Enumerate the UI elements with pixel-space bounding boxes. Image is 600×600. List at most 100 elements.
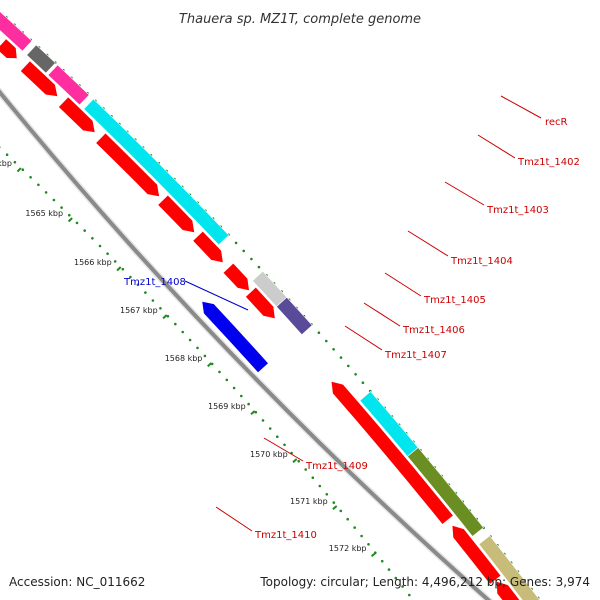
backbone-line: [0, 89, 492, 600]
gene-feature: [26, 44, 56, 74]
tick-dot: [203, 354, 207, 358]
gene-label: Tmz1t_1402: [517, 157, 580, 168]
tick-dot: [317, 331, 321, 335]
tick-dot: [387, 568, 391, 571]
tick-dot: [242, 249, 245, 253]
tick-dot: [247, 402, 250, 406]
tick-major: [250, 410, 256, 416]
tick-dot: [129, 275, 132, 279]
tick-dot: [13, 160, 17, 164]
tick-dot: [408, 593, 411, 597]
tick-major: [67, 217, 73, 223]
tick-dot: [325, 339, 328, 343]
tick-dot: [225, 378, 229, 382]
tick-dot: [297, 459, 301, 463]
tick-dot: [232, 386, 236, 390]
genome-backbone: [0, 86, 494, 600]
tick-dot: [354, 373, 357, 376]
tick-major: [162, 314, 168, 320]
tick-major: [292, 458, 298, 464]
cds-feature: [0, 38, 18, 59]
tick-dot: [325, 493, 329, 496]
gene-label: Tmz1t_1410: [254, 530, 317, 541]
tick-label: 1572 kbp: [329, 544, 367, 553]
tick-dot: [188, 338, 192, 342]
tick-dot: [346, 517, 350, 521]
tick-dot: [311, 476, 315, 480]
gene-feature: [276, 296, 313, 336]
cds-feature: [19, 60, 59, 97]
gene-label: Tmz1t_1404: [450, 256, 513, 267]
tick-dot: [196, 346, 199, 350]
tick-dot: [37, 183, 40, 187]
tick-major: [16, 167, 22, 173]
tick-dot: [261, 419, 265, 422]
tick-dot: [21, 168, 25, 171]
tick-label: 1569 kbp: [208, 402, 246, 411]
leader-line: [444, 181, 485, 206]
leader-line: [407, 230, 449, 257]
tick-dot: [136, 283, 140, 287]
tick-dot: [234, 241, 238, 245]
tick-dot: [60, 206, 63, 209]
tick-label: 1570 kbp: [250, 450, 288, 459]
leader-line: [363, 302, 401, 327]
tick-label: 1568 kbp: [165, 354, 203, 363]
tick-label: 1567 kbp: [120, 306, 158, 315]
tick-major: [370, 552, 377, 557]
tick-dot: [121, 267, 125, 271]
leader-line: [477, 134, 516, 159]
tick-dot: [332, 348, 335, 351]
tick-dot: [304, 468, 308, 471]
tick-dot: [68, 213, 71, 217]
tick-dot: [347, 364, 350, 368]
gene-feature: [478, 535, 541, 600]
tick-label: 1564 kbp: [0, 159, 12, 168]
tick-major: [332, 505, 338, 510]
tick-dot: [353, 526, 357, 529]
tick-dot: [360, 534, 363, 538]
tick-dot: [159, 307, 162, 310]
tick-dot: [181, 330, 184, 334]
tick-dot: [283, 443, 286, 447]
tick-dot: [5, 153, 9, 156]
topology-label: Topology: circular; Length: 4,496,212 bp…: [259, 575, 590, 589]
tick-dot: [367, 543, 370, 546]
tmz1t-1408-feature: [201, 300, 269, 374]
cds-feature: [58, 96, 96, 133]
cds-feature: [222, 262, 250, 292]
cds-feature: [245, 286, 276, 320]
tick-dot: [361, 381, 365, 385]
tick-label: 1565 kbp: [25, 209, 63, 218]
tick-dot: [401, 585, 404, 588]
tick-dot: [218, 370, 221, 374]
gene-label: Tmz1t_1405: [423, 295, 486, 306]
tick-dot: [166, 314, 170, 318]
tick-dot: [106, 252, 109, 255]
gene-feature: [406, 447, 484, 537]
tick-dot: [380, 559, 384, 563]
tick-dot: [151, 299, 155, 302]
tick-dot: [394, 576, 398, 580]
tick-dot: [332, 501, 336, 504]
tick-dot: [339, 509, 343, 513]
tick-dot: [276, 435, 279, 439]
tick-dot: [250, 257, 253, 261]
cds-feature: [157, 194, 195, 234]
tick-dot: [44, 191, 48, 194]
tick-major: [207, 362, 213, 368]
gene-label: Tmz1t_1406: [402, 325, 465, 336]
tick-dot: [240, 394, 243, 398]
gene-labels: recR Tmz1t_1402 Tmz1t_1403 Tmz1t_1404 Tmz1t_…: [123, 95, 580, 541]
gene-label: Tmz1t_1403: [486, 205, 549, 216]
tick-label: 1566 kbp: [74, 258, 112, 267]
cds-feature: [192, 230, 224, 264]
cds-feature: [330, 380, 454, 525]
tick-label: 1571 kbp: [290, 497, 328, 506]
gene-feature: [83, 98, 230, 246]
gene-label: recR: [545, 117, 568, 128]
tick-dot: [144, 291, 147, 294]
gene-label: Tmz1t_1409: [305, 461, 368, 472]
tick-dot: [29, 176, 32, 179]
recR-feature: [0, 11, 33, 52]
